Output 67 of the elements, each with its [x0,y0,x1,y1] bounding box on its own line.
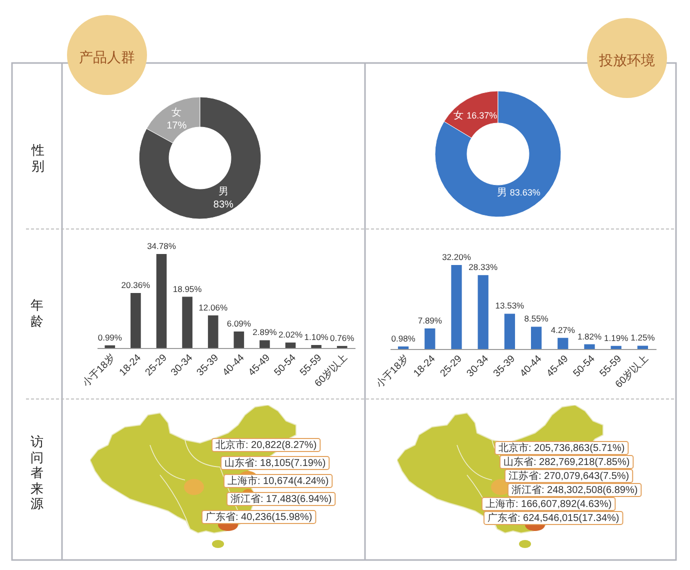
bar [156,254,167,348]
text: 上海市: 10,674(4.24%) [228,475,329,487]
x-tick-label: 小于18岁 [80,352,118,390]
data-label: 28.33% [468,262,498,272]
bar [504,314,516,349]
data-label: 0.76% [330,332,355,343]
data-label: 18.95% [172,284,202,294]
bar [208,315,218,348]
bar [530,326,542,349]
slice-label: 女 [454,110,464,122]
x-tick-label: 小于18岁 [374,352,412,390]
slice-label: 男 [218,186,228,198]
bar [104,345,116,348]
text: 北京市: 205,736,863(5.71%) [498,442,625,454]
bar [610,346,622,349]
donut-slice [434,90,562,218]
data-label: 8.55% [524,314,549,324]
slice-label: 女 [172,106,182,118]
text: 浙江省: 17,483(6.94%) [230,493,332,505]
data-label: 2.89% [252,327,278,338]
data-label: 2.02% [278,330,303,340]
data-label: 1.19% [604,332,629,343]
bar [234,332,244,348]
text: 北京市: 20,822(8.27%) [216,439,317,451]
data-label: 7.89% [418,315,442,326]
text: 江苏省: 270,079,643(7.5%) [508,470,630,482]
data-label: 17% [166,120,187,132]
bar [584,344,595,349]
text: 上海市: 166,607,892(4.63%) [486,498,612,510]
data-label: 20.36% [121,280,151,290]
bar [637,346,648,349]
data-label: 34.78% [147,241,176,251]
data-label: 1.25% [630,332,656,343]
slice-label: 男 [496,187,507,198]
text: 访问者来源 [30,434,44,512]
data-label: 4.27% [550,324,576,335]
text: 性别 [32,142,44,174]
bar [478,275,488,349]
data-label: 16.37% [466,110,498,121]
text: 山东省: 282,769,218(7.85%) [504,456,630,468]
chart-title: 产品人群 [79,49,135,65]
bar [424,328,436,349]
text: 广东省: 40,236(15.98%) [206,511,312,523]
data-label: 13.53% [495,300,525,311]
data-label: 0.99% [98,332,122,342]
data-label: 83% [213,200,234,211]
bar [558,338,568,349]
data-label: 1.82% [577,331,602,342]
data-label: 6.09% [226,318,252,329]
bar [451,265,462,349]
bar [285,342,296,348]
text: 投放环境 [599,52,655,68]
donut-slice [138,96,262,220]
data-label: 0.98% [391,333,416,344]
data-label: 83.63% [510,187,540,198]
data-label: 12.06% [198,302,228,312]
bar [311,345,322,348]
text: 浙江省: 248,302,508(6.89%) [512,484,638,496]
bar [398,346,409,349]
bar [130,292,141,348]
bar [182,296,192,348]
text: 山东省: 18,105(7.19%) [224,457,326,469]
data-label: 32.20% [442,252,472,262]
data-label: 1.10% [304,332,329,342]
text: 广东省: 624,546,015(17.34%) [488,512,620,524]
y-axis-title: 年龄 [30,297,44,329]
bar [260,340,270,348]
